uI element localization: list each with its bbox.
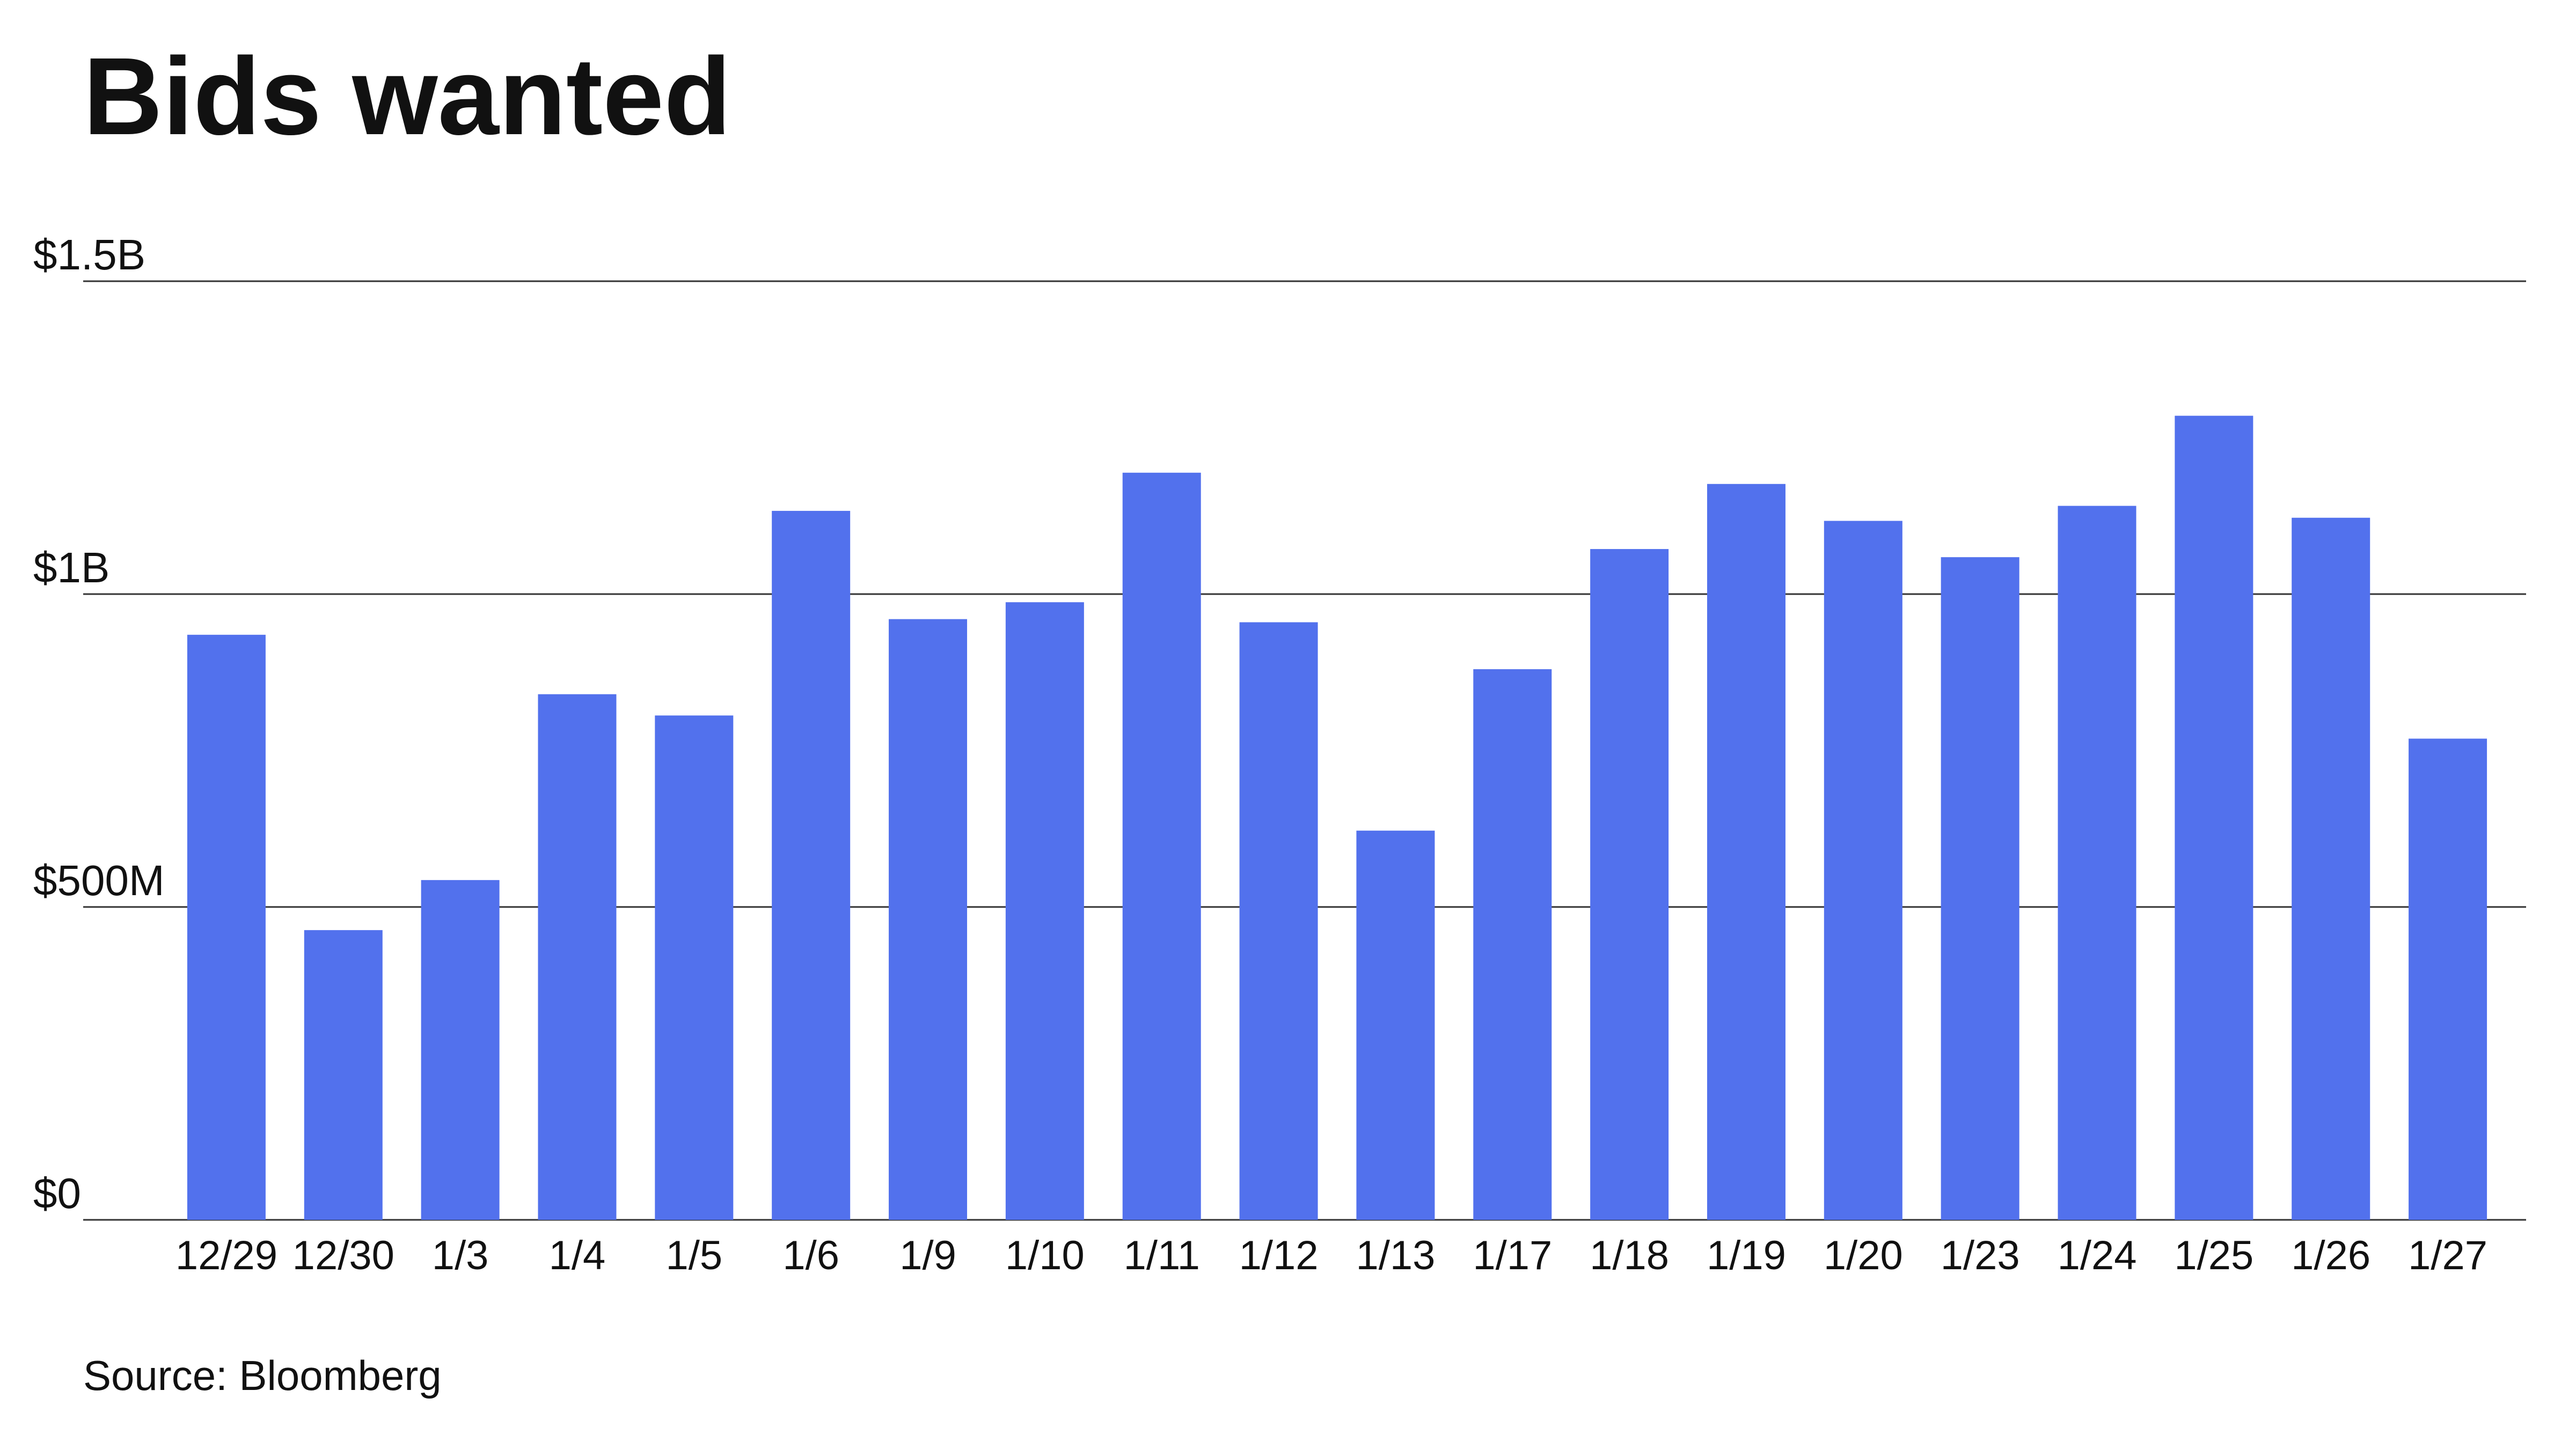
x-tick-label: 1/5 [665,1233,722,1278]
bar [2058,506,2136,1220]
x-tick-label: 1/3 [432,1233,489,1278]
chart-title: Bids wanted [83,35,731,158]
bar [187,634,266,1220]
bar [655,715,734,1220]
y-tick-label: $1.5B [33,231,145,279]
bar [889,619,968,1220]
x-tick-label: 1/9 [899,1233,956,1278]
bar [772,510,851,1220]
y-tick-label: $0 [33,1169,81,1217]
x-tick-label: 12/30 [292,1233,394,1278]
x-tick-label: 1/19 [1707,1233,1786,1278]
x-tick-label: 1/26 [2291,1233,2370,1278]
x-tick-label: 1/24 [2058,1233,2137,1278]
x-tick-label: 1/25 [2174,1233,2253,1278]
x-tick-label: 12/29 [175,1233,277,1278]
x-tick-label: 1/17 [1473,1233,1552,1278]
bar [1707,484,1785,1220]
x-tick-label: 1/20 [1824,1233,1903,1278]
bar [1356,830,1435,1220]
x-tick-label: 1/6 [782,1233,839,1278]
bar [2175,415,2253,1220]
bar [2409,738,2487,1220]
x-tick-label: 1/13 [1356,1233,1435,1278]
bar [1122,472,1201,1220]
bar [1473,669,1552,1220]
bar [1590,549,1669,1220]
x-tick-label: 1/18 [1590,1233,1669,1278]
bar [1824,521,1902,1220]
y-tick-label: $1B [33,544,109,591]
bar [2292,517,2370,1220]
bar [421,880,500,1220]
x-tick-label: 1/27 [2408,1233,2487,1278]
bar [538,694,617,1220]
x-tick-label: 1/11 [1124,1233,1200,1278]
x-tick-label: 1/12 [1239,1233,1319,1278]
x-tick-label: 1/23 [1941,1233,2020,1278]
x-tick-label: 1/10 [1005,1233,1085,1278]
bar [1239,622,1318,1220]
bar [1005,602,1084,1220]
x-tick-label: 1/4 [549,1233,606,1278]
bar [1941,557,2019,1220]
source-note: Source: Bloomberg [83,1352,442,1399]
bar [304,930,383,1220]
y-tick-label: $500M [33,857,165,904]
